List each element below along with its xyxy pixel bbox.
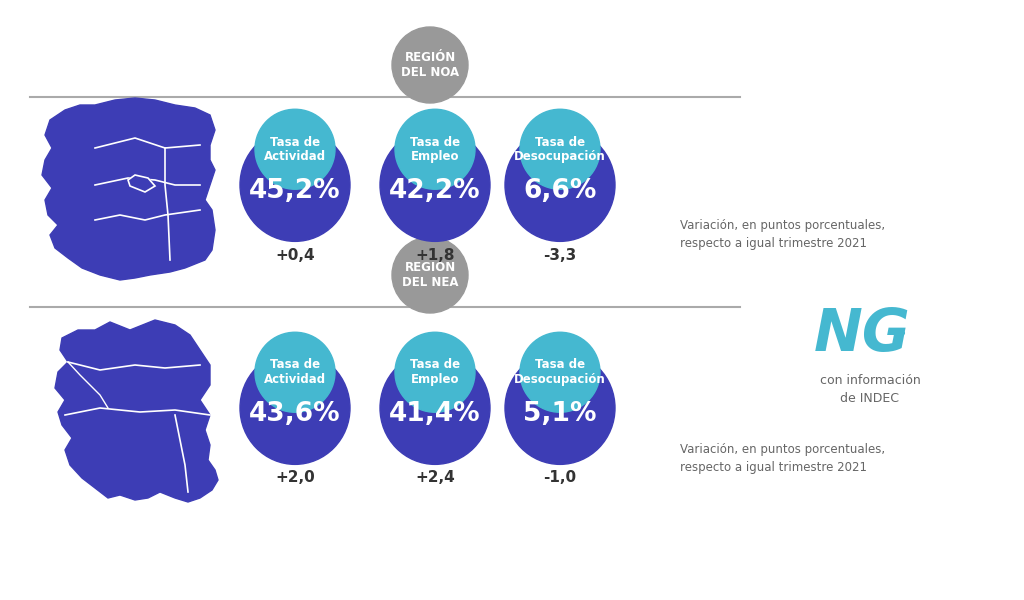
Text: +0,4: +0,4 (275, 247, 314, 263)
Ellipse shape (240, 352, 350, 464)
Text: -3,3: -3,3 (544, 247, 577, 263)
Ellipse shape (255, 109, 335, 189)
Text: Tasa de
Desocupación: Tasa de Desocupación (514, 358, 606, 386)
Text: Tasa de
Actividad: Tasa de Actividad (264, 136, 326, 163)
Text: Tasa de
Empleo: Tasa de Empleo (410, 136, 460, 163)
Ellipse shape (505, 128, 615, 241)
Text: Variación, en puntos porcentuales,
respecto a igual trimestre 2021: Variación, en puntos porcentuales, respe… (680, 443, 885, 473)
Ellipse shape (380, 352, 490, 464)
Text: Tasa de
Desocupación: Tasa de Desocupación (514, 136, 606, 163)
Text: 45,2%: 45,2% (249, 178, 341, 204)
Ellipse shape (240, 128, 350, 241)
Ellipse shape (505, 352, 615, 464)
Text: 42,2%: 42,2% (389, 178, 481, 204)
Text: 43,6%: 43,6% (249, 401, 341, 427)
Text: +2,0: +2,0 (275, 470, 314, 485)
Text: Variación, en puntos porcentuales,
respecto a igual trimestre 2021: Variación, en puntos porcentuales, respe… (680, 220, 885, 251)
Ellipse shape (255, 332, 335, 412)
Text: 41,4%: 41,4% (389, 401, 481, 427)
Text: REGIÓN
DEL NOA: REGIÓN DEL NOA (401, 51, 459, 79)
Text: NG: NG (814, 307, 910, 364)
Text: -1,0: -1,0 (544, 470, 577, 485)
Text: con información
de INDEC: con información de INDEC (819, 374, 921, 406)
Text: +2,4: +2,4 (415, 470, 455, 485)
Ellipse shape (395, 109, 475, 189)
Text: 6,6%: 6,6% (523, 178, 597, 204)
Ellipse shape (520, 332, 600, 412)
Ellipse shape (520, 109, 600, 189)
Polygon shape (128, 175, 155, 192)
Text: +1,8: +1,8 (416, 247, 455, 263)
Ellipse shape (395, 332, 475, 412)
Text: Tasa de
Actividad: Tasa de Actividad (264, 358, 326, 386)
Polygon shape (55, 320, 218, 502)
Text: Tasa de
Empleo: Tasa de Empleo (410, 358, 460, 386)
Text: 5,1%: 5,1% (523, 401, 597, 427)
Ellipse shape (380, 128, 490, 241)
Ellipse shape (392, 237, 468, 313)
Ellipse shape (392, 27, 468, 103)
Polygon shape (42, 98, 215, 280)
Text: REGIÓN
DEL NEA: REGIÓN DEL NEA (401, 261, 459, 289)
